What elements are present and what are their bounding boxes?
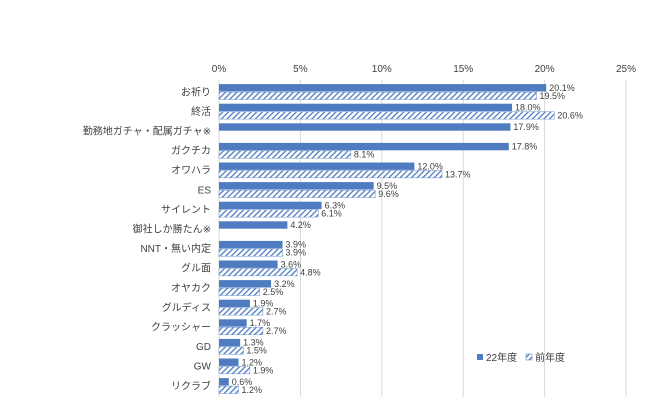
category-label: GD xyxy=(196,342,211,353)
data-label-22: 0.6% xyxy=(232,377,253,387)
data-label-22: 20.1% xyxy=(549,83,575,93)
x-tick-label: 20% xyxy=(535,64,555,75)
data-label-22: 17.9% xyxy=(513,122,539,132)
bar-22 xyxy=(219,280,272,288)
bar-22 xyxy=(219,299,250,308)
bars xyxy=(218,84,555,394)
bar-previous xyxy=(218,385,239,394)
legend-swatch-previous xyxy=(525,353,533,361)
data-label-22: 1.3% xyxy=(243,338,264,348)
x-tick-label: 15% xyxy=(453,64,473,75)
bar-previous xyxy=(218,150,352,159)
bar-22 xyxy=(219,123,511,131)
x-tick-label: 25% xyxy=(616,64,636,75)
legend: 22年度 前年度 xyxy=(477,351,565,364)
data-label-previous: 1.9% xyxy=(253,365,274,375)
bar-previous xyxy=(218,327,264,335)
data-label-previous: 6.1% xyxy=(321,209,342,219)
category-label: 御社しか勝たん※ xyxy=(133,223,211,236)
bar-22 xyxy=(219,358,239,366)
x-tick-label: 5% xyxy=(293,64,308,75)
category-label: お祈り xyxy=(181,86,211,98)
bar-previous xyxy=(218,170,443,179)
bar-previous xyxy=(218,209,319,218)
data-label-22: 3.6% xyxy=(281,259,302,269)
data-label-22: 1.7% xyxy=(250,318,271,328)
data-label-previous: 13.7% xyxy=(445,169,471,179)
category-label: ガクチカ xyxy=(171,145,211,157)
bar-22 xyxy=(219,103,513,112)
data-label-22: 18.0% xyxy=(515,103,541,113)
bar-previous xyxy=(218,346,244,355)
data-label-22: 6.3% xyxy=(325,201,346,211)
data-label-previous: 2.5% xyxy=(263,287,284,297)
category-label: サイレント xyxy=(161,204,211,216)
bar-previous xyxy=(218,287,260,296)
bar-previous xyxy=(218,91,537,100)
legend-label-previous: 前年度 xyxy=(535,351,565,364)
data-label-22: 1.2% xyxy=(242,357,263,367)
bar-22 xyxy=(219,162,415,170)
data-label-22: 3.9% xyxy=(285,240,306,250)
data-label-previous: 1.5% xyxy=(246,346,267,356)
x-tick-label: 0% xyxy=(212,64,227,75)
bar-22 xyxy=(219,221,288,229)
data-label-previous: 19.5% xyxy=(539,91,565,101)
data-label-previous: 4.8% xyxy=(300,267,321,277)
data-label-22: 4.2% xyxy=(290,220,311,230)
data-labels: 20.1% 18.0% 17.9% 17.8% 12.0% 9.5% 6.3% 4.2% 3.9… xyxy=(232,83,583,395)
category-label: 終活 xyxy=(191,105,211,118)
bar-previous xyxy=(218,248,283,257)
data-label-22: 12.0% xyxy=(417,161,443,171)
bar-22 xyxy=(219,182,374,190)
category-label: GW xyxy=(194,362,212,373)
data-label-22: 17.8% xyxy=(512,142,538,152)
x-tick-label: 10% xyxy=(372,64,392,75)
bar-22 xyxy=(219,378,229,386)
category-label: NNT・無い内定 xyxy=(140,242,211,255)
data-label-22: 1.9% xyxy=(253,299,274,309)
data-label-previous: 2.7% xyxy=(266,326,287,336)
data-label-previous: 20.6% xyxy=(557,111,583,121)
category-label: オワハラ xyxy=(171,165,211,177)
bar-previous xyxy=(218,189,376,198)
x-axis-ticks: 0% 5% 10% 15% 20% 25% xyxy=(212,64,636,75)
data-label-22: 9.5% xyxy=(377,181,398,191)
data-label-22: 3.2% xyxy=(274,279,295,289)
bar-22 xyxy=(219,84,547,92)
bar-22 xyxy=(219,201,322,210)
category-label: リクラブ xyxy=(171,379,211,392)
legend-label-22: 22年度 xyxy=(486,351,517,364)
category-label: ES xyxy=(198,185,212,196)
data-label-previous: 1.2% xyxy=(242,385,263,395)
bar-22 xyxy=(219,240,283,249)
bar-22 xyxy=(219,142,509,151)
bar-previous xyxy=(218,111,555,120)
bar-previous xyxy=(218,268,298,277)
bar-22 xyxy=(219,319,247,327)
category-label: クラッシャー xyxy=(151,322,211,334)
legend-swatch-22 xyxy=(477,354,483,360)
data-label-previous: 8.1% xyxy=(354,150,375,160)
bar-22 xyxy=(219,338,241,347)
category-label: グル面 xyxy=(181,262,211,275)
data-label-previous: 9.6% xyxy=(378,189,399,199)
category-label: オヤカク xyxy=(171,282,211,294)
data-label-previous: 3.9% xyxy=(285,248,306,258)
category-label: グルディス xyxy=(162,301,211,314)
data-label-previous: 2.7% xyxy=(266,307,287,317)
bar-previous xyxy=(218,366,251,375)
bar-22 xyxy=(219,260,278,268)
bar-previous xyxy=(218,307,264,316)
category-label: 勤務地ガチャ・配属ガチャ※ xyxy=(83,125,211,138)
